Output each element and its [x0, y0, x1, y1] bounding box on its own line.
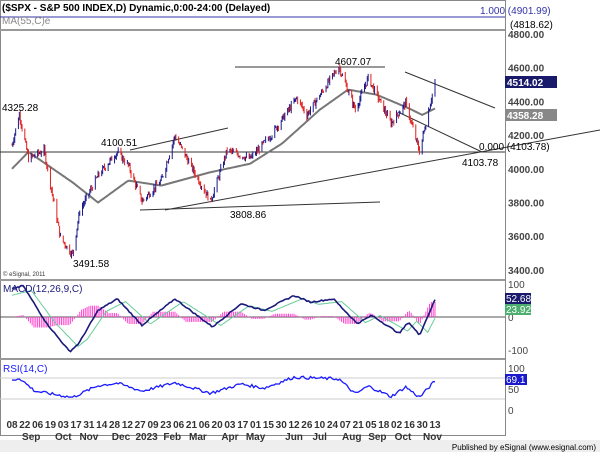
- annotation-4325: 4325.28: [2, 103, 39, 114]
- x-tick-label: 28: [109, 420, 121, 431]
- rsi-panel: [11, 375, 436, 399]
- x-month-label: Jun: [285, 432, 303, 443]
- x-tick-label: 21: [186, 420, 198, 431]
- x-tick-label: 16: [404, 420, 416, 431]
- chart-frame: [0, 0, 506, 436]
- price-tick-label: 4400.00: [508, 97, 545, 108]
- fib-1-label: 1.000 (4901.99): [480, 6, 551, 17]
- x-tick-label: 03: [58, 420, 70, 431]
- chart-title: ($SPX - S&P 500 INDEX,D) Dynamic,0:00-24…: [2, 3, 270, 14]
- x-month-label: May: [246, 432, 266, 443]
- x-month-label: Oct: [55, 432, 72, 443]
- annotation-4100: 4100.51: [101, 138, 138, 149]
- rsi-tick-label: 100: [508, 364, 525, 375]
- x-month-label: Aug: [342, 432, 361, 443]
- last-price-badge: 4514.02: [507, 78, 544, 89]
- annotation-4607: 4607.07: [335, 57, 372, 68]
- x-month-label: Sep: [368, 432, 386, 443]
- ma-label: MA(55,C)e: [2, 16, 51, 27]
- rsi-line: [11, 375, 436, 399]
- x-month-label: Sep: [22, 432, 40, 443]
- ma-value-badge: 4358.28: [507, 111, 544, 122]
- x-tick-label: 08: [6, 420, 18, 431]
- price-tick-label: 3800.00: [508, 199, 545, 210]
- x-month-label: Apr: [221, 432, 238, 443]
- price-tick-label: 4800.00: [508, 30, 545, 41]
- x-tick-label: 30: [417, 420, 429, 431]
- price-bars: [11, 64, 436, 259]
- macd-line: [11, 284, 436, 353]
- copyright: © eSignal, 2011: [3, 271, 46, 278]
- x-tick-label: 12: [288, 420, 300, 431]
- x-tick-label: 07: [340, 420, 352, 431]
- x-month-label: Feb: [163, 432, 181, 443]
- price-tick-label: 3400.00: [508, 266, 545, 277]
- x-month-label: Mar: [189, 432, 207, 443]
- x-tick-label: 06: [173, 420, 185, 431]
- ma55-line: [11, 88, 436, 204]
- x-tick-label: 21: [353, 420, 365, 431]
- x-month-label: Oct: [395, 432, 412, 443]
- x-tick-label: 17: [71, 420, 83, 431]
- x-month-label: Nov: [79, 432, 98, 443]
- x-tick-label: 31: [83, 420, 95, 431]
- x-tick-label: 13: [429, 420, 441, 431]
- macd-tick-label: 0: [508, 313, 514, 324]
- x-tick-label: 17: [237, 420, 249, 431]
- x-tick-label: 20: [212, 420, 224, 431]
- x-month-label: 2023: [135, 432, 158, 443]
- x-tick-label: 22: [19, 420, 31, 431]
- fib-extension-label: (4818.62): [510, 20, 553, 31]
- x-tick-label: 06: [32, 420, 44, 431]
- macd-tick-label: 100: [508, 280, 525, 291]
- x-tick-label: 01: [250, 420, 262, 431]
- x-tick-label: 10: [314, 420, 326, 431]
- x-month-label: Jul: [312, 432, 327, 443]
- x-tick-label: 05: [365, 420, 377, 431]
- x-month-label: Dec: [112, 432, 131, 443]
- fib-0-label: 0.000 (4103.78): [479, 142, 550, 153]
- price-tick-label: 4000.00: [508, 165, 545, 176]
- rsi-tick-label: 0: [508, 406, 514, 417]
- price-tick-label: 3600.00: [508, 232, 545, 243]
- macd-value-badge: 52.68: [506, 294, 531, 305]
- x-tick-label: 30: [276, 420, 288, 431]
- axes: 4800.00 4600.00 4400.00 4200.00 4000.00 3800.…: [6, 30, 544, 443]
- rsi-tick-label: 50: [508, 385, 520, 396]
- x-tick-label: 26: [301, 420, 313, 431]
- x-tick-label: 23: [160, 420, 172, 431]
- macd-tick-label: -100: [508, 346, 528, 357]
- x-tick-label: 06: [199, 420, 211, 431]
- x-tick-label: 12: [122, 420, 134, 431]
- annotation-4103: 4103.78: [462, 158, 499, 169]
- x-tick-label: 18: [378, 420, 390, 431]
- x-tick-label: 09: [147, 420, 159, 431]
- ma55-path: [11, 88, 436, 204]
- x-tick-label: 19: [45, 420, 57, 431]
- price-tick-label: 4600.00: [508, 64, 545, 75]
- x-month-label: Nov: [423, 432, 442, 443]
- trend-lines: [129, 66, 600, 211]
- price-tick-label: 4200.00: [508, 131, 545, 142]
- annotation-3808: 3808.86: [230, 210, 267, 221]
- macd-panel: [11, 284, 436, 353]
- x-tick-label: 02: [391, 420, 403, 431]
- footer-bar: [0, 440, 600, 452]
- annotation-3491: 3491.58: [73, 259, 110, 270]
- x-tick-label: 03: [224, 420, 236, 431]
- signal-line: [11, 290, 436, 348]
- signal-value-badge: 23.92: [506, 305, 531, 316]
- x-tick-label: 15: [263, 420, 275, 431]
- rsi-label: RSI(14,C): [3, 364, 47, 375]
- x-tick-label: 27: [135, 420, 147, 431]
- footer-text: Published by eSignal (www.esignal.com): [452, 443, 596, 452]
- macd-label: MACD(12,26,9,C): [3, 284, 82, 295]
- x-tick-label: 14: [96, 420, 108, 431]
- x-tick-label: 24: [327, 420, 339, 431]
- rsi-value-badge: 69.1: [506, 375, 526, 386]
